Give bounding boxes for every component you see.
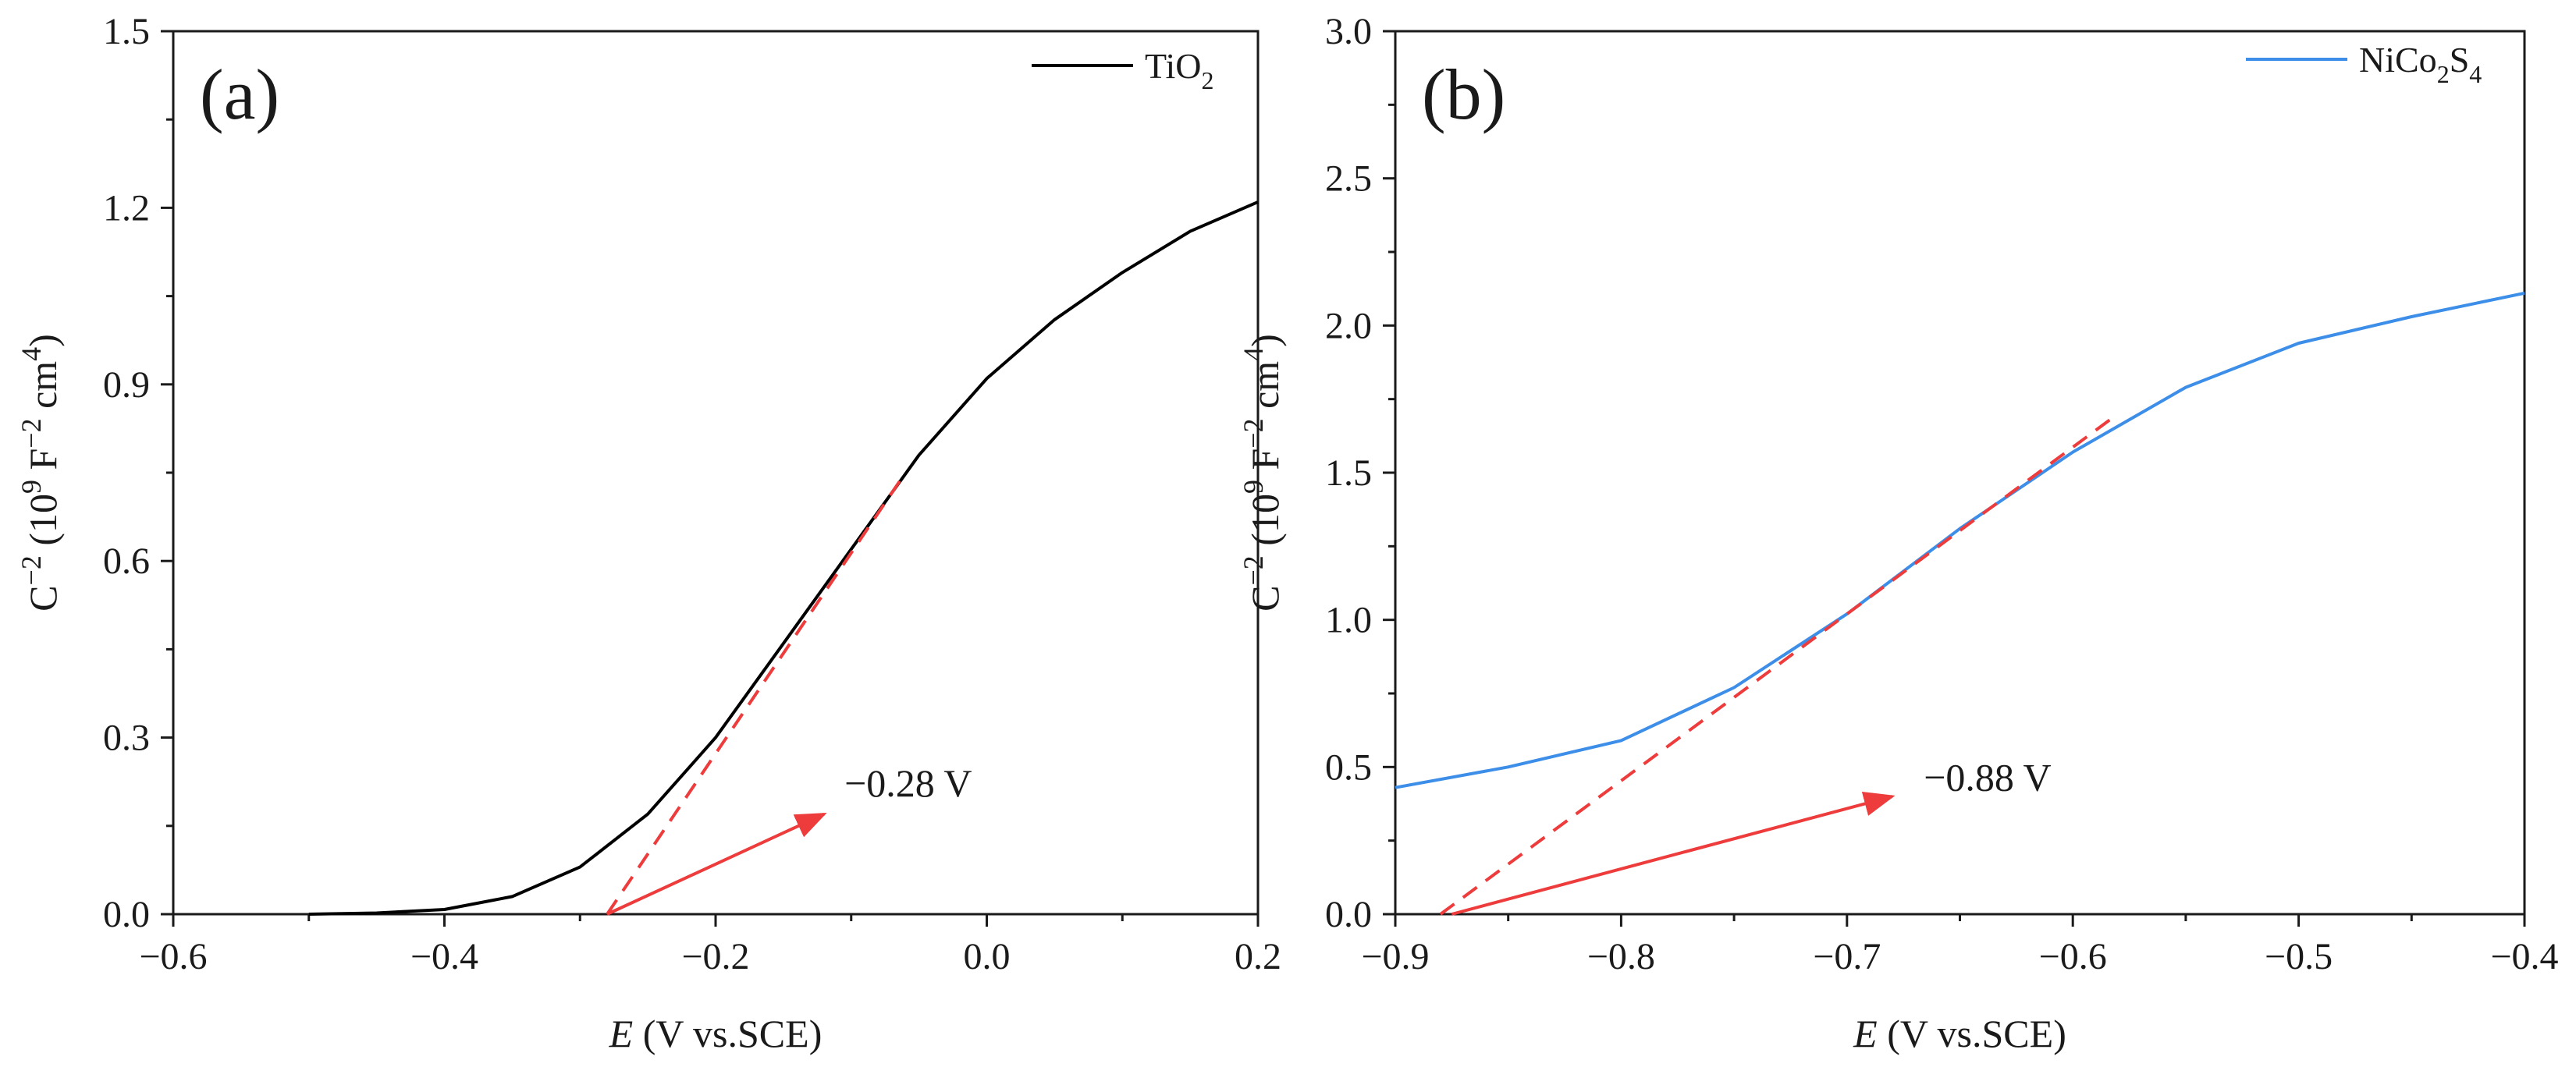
panel-b-y-label-cm: cm bbox=[1243, 361, 1287, 419]
panel-b-y-label-c: C bbox=[1243, 585, 1287, 611]
panel-a-fit-line bbox=[606, 471, 907, 916]
panel-b-y-tick-label: 0.0 bbox=[1325, 894, 1372, 935]
panel-a-legend-label: TiO2 bbox=[1145, 46, 1213, 94]
panel-b-y-tick-label: 0.5 bbox=[1325, 746, 1372, 788]
panel-a-y-label-power-exp: 9 bbox=[16, 480, 47, 494]
panel-a-x-tick-label: −0.4 bbox=[410, 936, 478, 977]
panel-a-x-axis-label: E (V vs.SCE) bbox=[609, 1012, 823, 1055]
panel-a-y-axis-label: C−2 (109 F−2 cm4) bbox=[16, 334, 65, 612]
panel-b-y-tick-label: 1.0 bbox=[1325, 600, 1372, 641]
panel-b-panel-label: (b) bbox=[1422, 55, 1505, 134]
panel-b-fit-line bbox=[1439, 412, 2119, 916]
panel-a-y-label-cm-exp: 4 bbox=[16, 347, 47, 361]
panel-b-y-label-f: F bbox=[1243, 449, 1287, 480]
panel-a-y-tick-label: 0.9 bbox=[103, 364, 150, 406]
panel-a-annotation-arrow bbox=[606, 812, 827, 916]
panel-b-annotation-text: −0.88 V bbox=[1924, 756, 2051, 800]
panel-a-y-label-cm: cm bbox=[21, 361, 65, 419]
panel-a-legend-base: TiO bbox=[1145, 46, 1201, 86]
panel-b-x-tick-label: −0.8 bbox=[1587, 936, 1655, 977]
panel-b-x-tick-label: −0.6 bbox=[2039, 936, 2107, 977]
panel-b-legend-part: NiCo bbox=[2359, 40, 2437, 80]
panel-a-x-tick-label: 0.2 bbox=[1235, 936, 1281, 977]
panel-b-y-label-f-exp: −2 bbox=[1238, 418, 1269, 448]
panel-a-y-label-f: F bbox=[21, 449, 65, 480]
panel-a-legend-sub: 2 bbox=[1201, 66, 1213, 94]
panel-b-legend-sub: 4 bbox=[2469, 60, 2482, 88]
panel-b-y-label-c-exp: −2 bbox=[1238, 555, 1269, 585]
panel-b-x-axis-symbol: E bbox=[1853, 1012, 1878, 1055]
panel-b-x-tick-label: −0.7 bbox=[1813, 936, 1881, 977]
panel-b-y-axis-label: C−2 (109 F−2 cm4) bbox=[1238, 334, 1287, 612]
panel-a-x-tick-label: −0.6 bbox=[139, 936, 207, 977]
panel-b-chart: −0.9 −0.8 −0.7 −0.6 −0.5 −0.4 0.0 0.5 1.0 1.5 2.0 2… bbox=[1238, 11, 2559, 1055]
panel-a-y-tick-label: 0.0 bbox=[103, 894, 150, 935]
panel-b-y-label-open: (10 bbox=[1243, 494, 1287, 555]
panel-a-x-tick-label: −0.2 bbox=[681, 936, 749, 977]
panel-b-series-line bbox=[1395, 291, 2525, 789]
panel-b-x-tick-label: −0.9 bbox=[1361, 936, 1429, 977]
panel-a-y-tick-label: 1.5 bbox=[103, 11, 150, 52]
panel-b-y-label-cm-exp: 4 bbox=[1238, 347, 1269, 361]
panel-b-x-axis-text: (V vs.SCE) bbox=[1878, 1012, 2066, 1055]
panel-b-y-tick-label: 3.0 bbox=[1325, 11, 1372, 52]
panel-a-x-tick-label: 0.0 bbox=[964, 936, 1011, 977]
panel-b-legend-part: S bbox=[2450, 40, 2470, 80]
panel-b-x-axis-label: E (V vs.SCE) bbox=[1853, 1012, 2066, 1055]
panel-a-annotation-text: −0.28 V bbox=[844, 761, 972, 805]
panel-b-annotation-arrow bbox=[1451, 791, 1896, 916]
panel-a-x-axis-symbol: E bbox=[609, 1012, 634, 1055]
panel-b-y-tick-label: 1.5 bbox=[1325, 452, 1372, 494]
panel-b-x-tick-label: −0.4 bbox=[2490, 936, 2558, 977]
panel-a-y-label-f-exp: −2 bbox=[16, 418, 47, 448]
panel-a-series-line bbox=[308, 200, 1259, 916]
panel-a-panel-label: (a) bbox=[200, 55, 279, 134]
panel-a-y-label-c: C bbox=[21, 585, 65, 611]
panel-b-y-label-power-exp: 9 bbox=[1238, 480, 1269, 494]
panel-a-y-tick-label: 0.3 bbox=[103, 718, 150, 759]
panel-a-y-label-c-exp: −2 bbox=[16, 555, 47, 585]
panel-a-x-axis-text: (V vs.SCE) bbox=[633, 1012, 822, 1055]
panel-a-y-tick-label: 0.6 bbox=[103, 541, 150, 582]
panel-b-y-label-close: ) bbox=[1243, 334, 1287, 347]
panel-a-plot-frame bbox=[172, 30, 1260, 916]
panel-a-y-tick-label: 1.2 bbox=[103, 187, 150, 229]
panel-b-y-tick-label: 2.0 bbox=[1325, 305, 1372, 346]
panel-a-y-label-open: (10 bbox=[21, 494, 65, 555]
panel-b-legend-sub: 2 bbox=[2437, 60, 2450, 88]
panel-a-chart: −0.6 −0.4 −0.2 0.0 0.2 0.0 0.3 0.6 0.9 1.2 1.5 E (V… bbox=[16, 11, 1281, 1055]
panel-b-legend-label: NiCo2S4 bbox=[2359, 40, 2482, 88]
panel-b-x-tick-label: −0.5 bbox=[2265, 936, 2333, 977]
panel-a-y-label-close: ) bbox=[21, 334, 65, 347]
panel-b-y-tick-label: 2.5 bbox=[1325, 158, 1372, 200]
